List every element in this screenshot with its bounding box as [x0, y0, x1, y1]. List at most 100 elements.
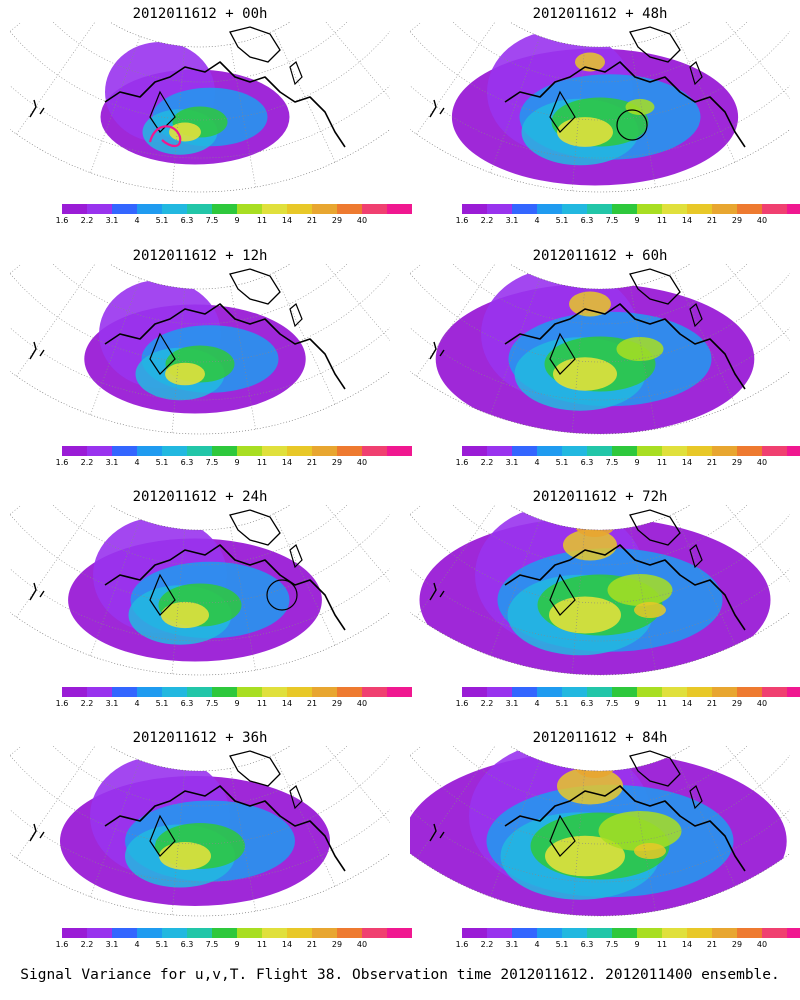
map-border — [410, 264, 790, 435]
colorbar-label: 14 — [281, 458, 293, 467]
longitude-line — [230, 44, 256, 188]
colorbar-swatch — [662, 446, 687, 456]
colorbar-label: 1.6 — [455, 940, 469, 949]
colorbar-swatch — [787, 446, 800, 456]
colorbar-swatch — [262, 687, 287, 697]
colorbar-label: 9 — [634, 699, 640, 708]
colorbar-label: 3.1 — [105, 699, 119, 708]
colorbar-swatch — [737, 204, 762, 214]
coastline — [504, 544, 746, 631]
colorbar-swatch — [537, 204, 562, 214]
colorbar-swatch — [712, 928, 737, 938]
colorbar-swatch — [512, 446, 537, 456]
greenland-coast — [689, 785, 703, 810]
colorbar-label: 4 — [134, 699, 140, 708]
colorbar-label: 2.2 — [480, 216, 494, 225]
latitude-line — [52, 264, 348, 325]
colorbar-label: 29 — [331, 940, 343, 949]
colorbar-label: 6.3 — [580, 216, 594, 225]
colorbar-label: 21 — [306, 940, 318, 949]
colorbar-swatch — [762, 928, 787, 938]
colorbar-label: 14 — [681, 458, 693, 467]
latitude-line — [10, 513, 390, 604]
coastline-bay — [549, 814, 576, 857]
longitude-line — [273, 754, 336, 887]
colorbar-swatch — [237, 687, 262, 697]
colorbar-label: 9 — [234, 699, 240, 708]
colorbar-swatch — [737, 446, 762, 456]
colorbar-swatch — [112, 204, 137, 214]
colorbar-label: 3.1 — [505, 940, 519, 949]
longitude-line — [673, 30, 736, 163]
colorbar-label: 11 — [256, 940, 268, 949]
variance-map — [10, 22, 390, 193]
longitude-line — [416, 22, 496, 135]
colorbar-label: 4 — [534, 458, 540, 467]
longitude-line — [725, 22, 790, 99]
colorbar-label: 14 — [281, 216, 293, 225]
colorbar-label: 40 — [756, 699, 768, 708]
colorbar-label: 2.2 — [80, 216, 94, 225]
colorbar-labels: 1.6 2.2 3.1 4 5.1 6.3 7.5 9 11 14 21 29 40 — [56, 699, 412, 711]
longitude-line — [630, 527, 656, 671]
colorbar-label: 9 — [234, 458, 240, 467]
colorbar-swatch — [237, 446, 262, 456]
longitude-line — [416, 505, 496, 618]
colorbar-label: 7.5 — [205, 458, 219, 467]
field-layer — [410, 746, 787, 917]
longitude-line — [10, 505, 22, 515]
greenland-coast — [289, 61, 303, 86]
field-layer — [84, 280, 306, 414]
colorbar-label: 29 — [731, 216, 743, 225]
colorbar-label: 29 — [331, 216, 343, 225]
colorbar-label: 2.2 — [480, 699, 494, 708]
longitude-line — [571, 770, 586, 915]
colorbar-swatch — [87, 446, 112, 456]
longitude-line — [16, 264, 96, 377]
colorbar-label: 21 — [706, 458, 718, 467]
colorbar-swatch — [462, 928, 487, 938]
coastline-bay — [149, 814, 176, 857]
colorbar-label: 7.5 — [605, 699, 619, 708]
colorbar-swatch — [612, 204, 637, 214]
variance-blob — [545, 835, 625, 877]
colorbar-label: 2.2 — [480, 458, 494, 467]
longitude-line — [416, 746, 496, 859]
observation-circle — [616, 109, 648, 141]
longitude-line — [10, 22, 22, 32]
variance-blob — [575, 52, 605, 72]
longitude-line — [725, 505, 790, 582]
coastline-asia — [429, 341, 445, 360]
colorbar-label: 21 — [706, 940, 718, 949]
panel-title: 2012011612 + 24h — [132, 489, 268, 505]
latitude-line — [52, 505, 348, 566]
colorbar-swatch — [612, 928, 637, 938]
latitude-line — [410, 30, 790, 121]
coastline-asia — [429, 823, 445, 842]
colorbar-swatch — [637, 687, 662, 697]
colorbar-swatch — [187, 928, 212, 938]
longitude-line — [16, 505, 96, 618]
longitude-line — [10, 746, 22, 756]
coastline-asia — [29, 582, 45, 601]
colorbar-swatch — [712, 204, 737, 214]
longitude-line — [410, 505, 422, 515]
colorbar-label: 11 — [656, 458, 668, 467]
colorbar-labels: 1.6 2.2 3.1 4 5.1 6.3 7.5 9 11 14 21 29 40 — [56, 940, 412, 952]
colorbar-swatch — [62, 928, 87, 938]
coastline-bay — [549, 573, 576, 616]
panel-title: 2012011612 + 12h — [132, 248, 268, 264]
colorbar-label: 3.1 — [105, 216, 119, 225]
colorbar-labels: 1.6 2.2 3.1 4 5.1 6.3 7.5 9 11 14 21 29 40 — [56, 458, 412, 470]
colorbar-swatch — [612, 446, 637, 456]
colorbar-label: 2.2 — [80, 940, 94, 949]
colorbar-swatch — [487, 687, 512, 697]
colorbar-swatch — [137, 687, 162, 697]
colorbar-swatch — [337, 928, 362, 938]
colorbar-swatch — [662, 204, 687, 214]
variance-blob — [557, 117, 613, 147]
colorbar-label: 29 — [331, 699, 343, 708]
coastline-asia — [429, 99, 445, 118]
latitude-line — [410, 272, 790, 363]
colorbar-label: 9 — [634, 216, 640, 225]
